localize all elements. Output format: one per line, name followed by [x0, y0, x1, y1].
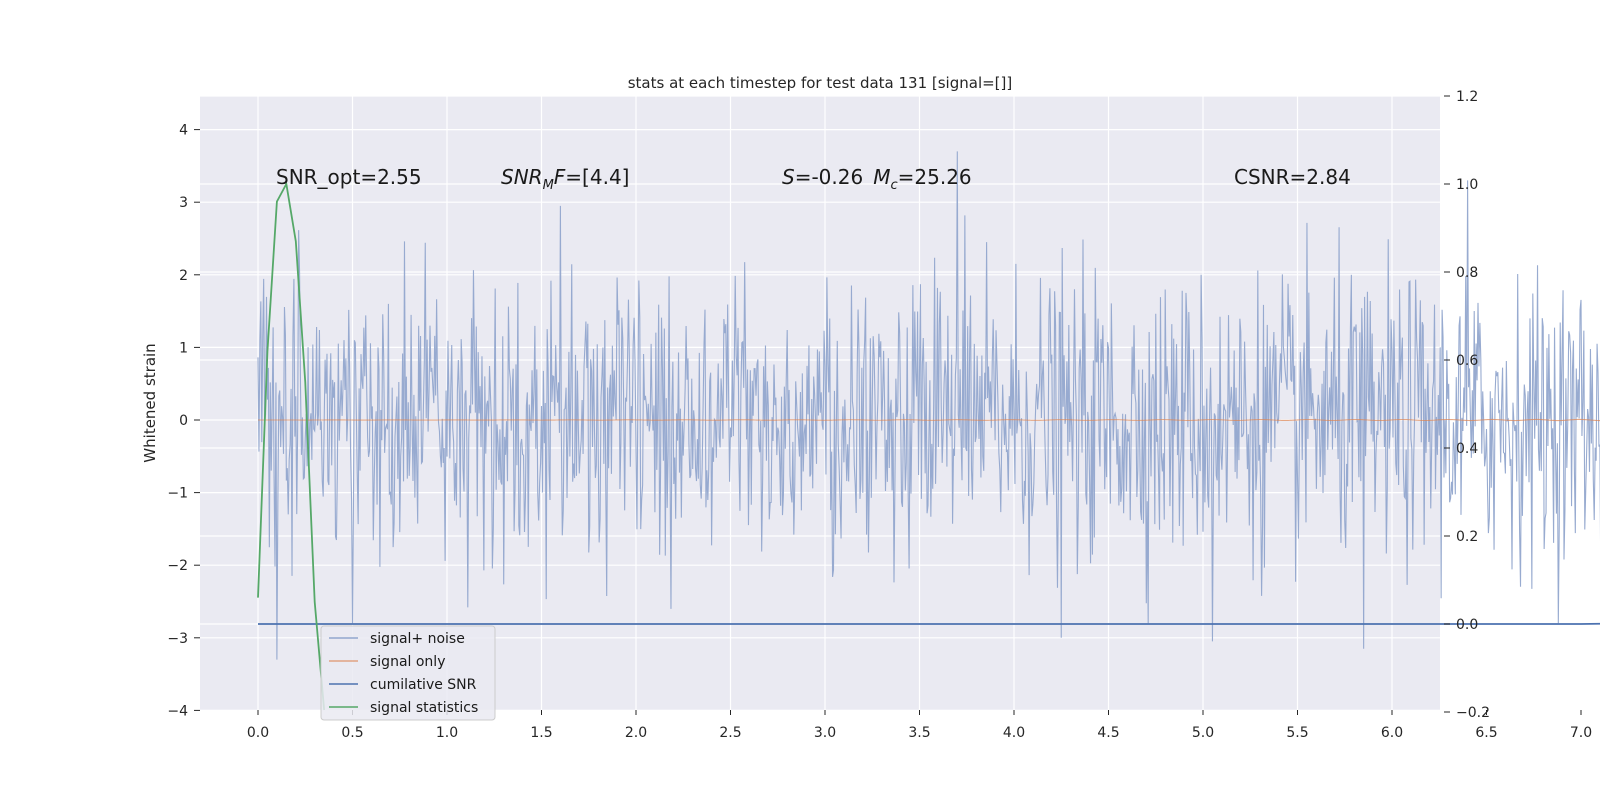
legend-label-signal-only: signal only — [370, 654, 445, 670]
y2-tick-label: 1.2 — [1456, 89, 1478, 105]
x-tick-label: 5.5 — [1286, 725, 1308, 741]
y-tick-label: 3 — [179, 195, 188, 211]
x-tick-label: 5.0 — [1192, 725, 1214, 741]
legend-frame — [320, 625, 496, 721]
y-tick-label: 1 — [179, 340, 188, 356]
annotation-snr-opt: SNR_opt=2.55 — [276, 165, 422, 189]
y2-tick-labels: 1.2 1.0 0.8 0.6 0.4 0.2 0.0 −0.2 — [1444, 89, 1490, 721]
y-tick-label: −2 — [167, 558, 188, 574]
y2-tick-label: 0.4 — [1456, 441, 1478, 457]
x-tick-label: 6.5 — [1475, 725, 1497, 741]
y2-tick-label: 1.0 — [1456, 177, 1478, 193]
y-tick-label: 4 — [179, 123, 188, 139]
legend: signal+ noise signal only cumilative SNR… — [320, 625, 496, 721]
legend-label-signal-plus-noise: signal+ noise — [370, 631, 465, 647]
y2-tick-label: 0.2 — [1456, 529, 1478, 545]
x-tick-label: 0.0 — [247, 725, 269, 741]
series-signal-statistics — [257, 181, 326, 711]
y2-tick-label: −0.2 — [1456, 705, 1490, 721]
series-signal-plus-noise — [257, 151, 1600, 660]
signal-plus-noise-line — [257, 151, 1600, 660]
x-tick-label: 4.0 — [1003, 725, 1025, 741]
x-tick-label: 1.5 — [530, 725, 552, 741]
x-tick-label: 3.5 — [908, 725, 930, 741]
y-tick-label: 0 — [179, 413, 188, 429]
legend-label-signal-statistics: signal statistics — [370, 700, 478, 716]
y2-tick-label: 0.6 — [1456, 353, 1478, 369]
chart-title: stats at each timestep for test data 131… — [628, 74, 1013, 92]
series-signal-only — [258, 418, 1600, 422]
x-tick-label: 3.0 — [814, 725, 836, 741]
signal-only-line — [258, 418, 1600, 422]
y-tick-label: −3 — [167, 631, 188, 647]
legend-label-cumulative-snr: cumilative SNR — [370, 677, 477, 693]
y2-tick-label: 0.0 — [1456, 617, 1478, 633]
x-tick-label: 2.0 — [625, 725, 647, 741]
x-tick-label: 6.0 — [1381, 725, 1403, 741]
annotation-snr-mf: SNRMF=[4.4] — [501, 165, 629, 193]
signal-statistics-segment — [257, 181, 326, 711]
y-axis-label: Whitened strain — [141, 343, 159, 462]
y-tick-label: −4 — [167, 703, 188, 719]
x-tick-labels: 0.0 0.5 1.0 1.5 2.0 2.5 3.0 3.5 4.0 4.5 5.0 5.5 6.0 6… — [247, 710, 1592, 741]
y-tick-labels: 4 3 2 1 0 −1 −2 −3 −4 — [167, 123, 200, 719]
x-tick-label: 7.0 — [1570, 725, 1592, 741]
annotation-csnr: CSNR=2.84 — [1234, 165, 1351, 189]
y2-tick-label: 0.8 — [1456, 265, 1478, 281]
x-tick-label: 1.0 — [436, 725, 458, 741]
y-tick-label: −1 — [167, 486, 188, 502]
annotation-s-mc: S=-0.26 Mc=25.26 — [782, 165, 972, 193]
x-tick-label: 2.5 — [719, 725, 741, 741]
y-tick-label: 2 — [179, 268, 188, 284]
x-tick-label: 4.5 — [1097, 725, 1119, 741]
x-tick-label: 0.5 — [341, 725, 363, 741]
